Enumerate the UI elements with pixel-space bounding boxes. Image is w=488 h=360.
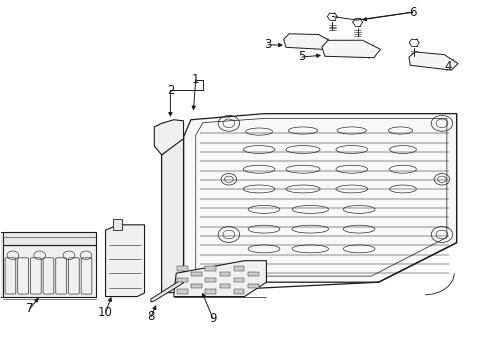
- FancyBboxPatch shape: [177, 278, 187, 282]
- FancyBboxPatch shape: [191, 272, 202, 276]
- FancyBboxPatch shape: [247, 272, 258, 276]
- Polygon shape: [283, 34, 333, 50]
- FancyBboxPatch shape: [219, 284, 230, 288]
- FancyBboxPatch shape: [177, 289, 187, 294]
- Text: 9: 9: [209, 311, 216, 325]
- Polygon shape: [173, 261, 266, 297]
- Polygon shape: [321, 40, 380, 58]
- Polygon shape: [113, 220, 122, 230]
- Polygon shape: [3, 232, 96, 244]
- Text: 7: 7: [26, 302, 34, 315]
- Text: 4: 4: [444, 60, 451, 73]
- Text: 2: 2: [166, 84, 174, 97]
- FancyBboxPatch shape: [233, 278, 244, 282]
- Text: 1: 1: [192, 73, 199, 86]
- Polygon shape: [151, 280, 183, 302]
- FancyBboxPatch shape: [205, 289, 216, 294]
- FancyBboxPatch shape: [247, 284, 258, 288]
- Text: 6: 6: [408, 6, 416, 19]
- Text: 10: 10: [98, 306, 113, 319]
- FancyBboxPatch shape: [177, 266, 187, 271]
- FancyBboxPatch shape: [219, 272, 230, 276]
- FancyBboxPatch shape: [205, 278, 216, 282]
- Text: 5: 5: [298, 50, 305, 63]
- FancyBboxPatch shape: [191, 284, 202, 288]
- FancyBboxPatch shape: [233, 289, 244, 294]
- Text: 8: 8: [147, 310, 154, 324]
- Polygon shape: [0, 232, 3, 297]
- Polygon shape: [105, 225, 144, 297]
- FancyBboxPatch shape: [233, 266, 244, 271]
- Polygon shape: [3, 244, 96, 297]
- Text: 3: 3: [264, 38, 271, 51]
- Polygon shape: [161, 137, 183, 293]
- FancyBboxPatch shape: [205, 266, 216, 271]
- Polygon shape: [408, 52, 457, 70]
- Polygon shape: [183, 114, 456, 282]
- Polygon shape: [154, 120, 183, 155]
